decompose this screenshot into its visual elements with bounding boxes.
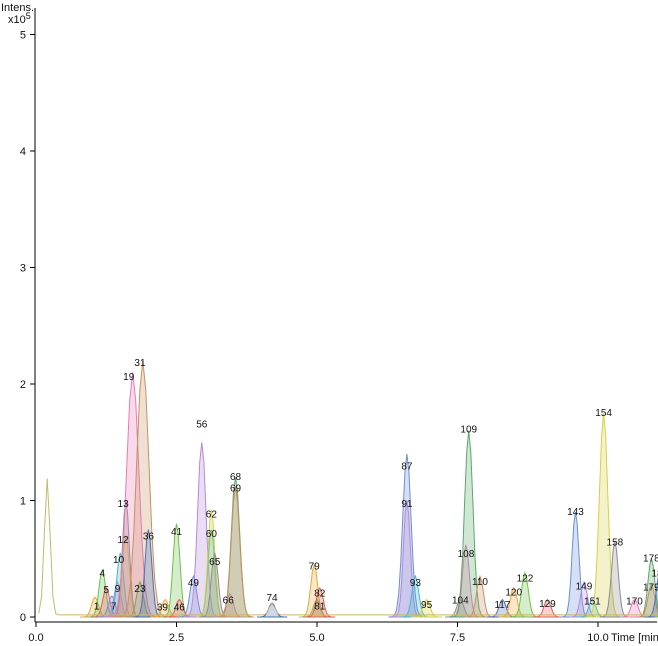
peak-label: 49 bbox=[188, 578, 200, 589]
peak-label: 170 bbox=[626, 597, 643, 608]
peak-label: 66 bbox=[223, 596, 235, 607]
peak-trace bbox=[450, 430, 488, 618]
peak-label: 13 bbox=[118, 499, 130, 510]
peak-label: 181 bbox=[651, 569, 658, 580]
peak-label: 95 bbox=[421, 600, 433, 611]
peak-label: 23 bbox=[134, 584, 146, 595]
baseline-trace bbox=[38, 478, 658, 616]
peak-label: 178 bbox=[643, 554, 658, 565]
x-ticks: 0.02.55.07.510.012.515.017.5 bbox=[28, 622, 609, 644]
peak-label: 10 bbox=[113, 555, 125, 566]
peak-label: 68 bbox=[230, 472, 242, 483]
x-tick-label: 2.5 bbox=[169, 632, 184, 644]
peak-trace bbox=[388, 453, 426, 618]
peak-label: 7 bbox=[111, 601, 117, 612]
peak-label: 158 bbox=[607, 537, 624, 548]
peak-traces bbox=[79, 360, 658, 618]
peak-label: 12 bbox=[118, 535, 130, 546]
y-tick-label: 2 bbox=[20, 379, 26, 391]
x-tick-label: 0.0 bbox=[28, 632, 43, 644]
peak-label: 104 bbox=[452, 596, 469, 607]
x-tick-label: 7.5 bbox=[450, 632, 465, 644]
peak-label: 93 bbox=[410, 578, 422, 589]
peak-labels: 1457910121319233136394146495660626566686… bbox=[94, 358, 658, 614]
peak-label: 46 bbox=[174, 603, 186, 614]
peak-trace bbox=[532, 598, 563, 618]
peak-label: 179 bbox=[643, 583, 658, 594]
peak-label: 143 bbox=[567, 507, 584, 518]
peak-trace bbox=[115, 360, 170, 618]
y-tick-label: 4 bbox=[20, 146, 26, 158]
peak-label: 5 bbox=[103, 585, 109, 596]
peak-label: 9 bbox=[115, 584, 121, 595]
peak-label: 120 bbox=[505, 587, 522, 598]
peak-label: 154 bbox=[595, 408, 612, 419]
peak-trace bbox=[636, 583, 658, 618]
peak-trace bbox=[585, 413, 623, 618]
peak-trace bbox=[304, 586, 335, 618]
y-tick-label: 0 bbox=[20, 612, 26, 624]
peak-label: 69 bbox=[230, 484, 242, 495]
y-ticks: 0 1 2 3 4 5 bbox=[20, 30, 35, 624]
peak-label: 74 bbox=[266, 593, 278, 604]
peak-label: 60 bbox=[206, 529, 218, 540]
x-tick-label: 5.0 bbox=[309, 632, 324, 644]
peak-label: 19 bbox=[123, 372, 135, 383]
peak-label: 41 bbox=[171, 527, 183, 538]
peak-label: 4 bbox=[100, 569, 106, 580]
peak-trace bbox=[411, 598, 442, 618]
peak-trace bbox=[655, 616, 658, 618]
peak-label: 79 bbox=[309, 562, 321, 573]
y-tick-label: 1 bbox=[20, 496, 26, 508]
peak-label: 117 bbox=[494, 600, 510, 611]
peak-trace bbox=[183, 442, 221, 618]
peak-label: 109 bbox=[460, 424, 477, 435]
peak-label: 91 bbox=[401, 499, 413, 510]
peak-label: 39 bbox=[157, 603, 169, 614]
peak-label: 82 bbox=[314, 589, 326, 600]
baseline-line bbox=[38, 478, 658, 616]
peak-label: 1 bbox=[94, 601, 100, 612]
peak-label: 87 bbox=[401, 462, 413, 473]
y-axis-multiplier: x105 bbox=[8, 11, 31, 26]
peak-label: 36 bbox=[143, 531, 155, 542]
y-tick-label: 3 bbox=[20, 263, 26, 275]
peak-label: 151 bbox=[584, 597, 601, 608]
peak-label: 110 bbox=[472, 577, 488, 588]
peak-label: 149 bbox=[576, 582, 593, 593]
x-tick-label: 10.0 bbox=[587, 632, 608, 644]
peak-trace bbox=[644, 576, 658, 618]
peak-label: 62 bbox=[206, 509, 218, 520]
y-tick-label: 5 bbox=[20, 30, 26, 42]
peak-label: 122 bbox=[517, 573, 534, 584]
y-axis-label: Intens. bbox=[1, 2, 34, 14]
peak-label: 65 bbox=[209, 557, 221, 568]
x-axis-label: Time [min] bbox=[611, 632, 658, 644]
peak-trace bbox=[105, 372, 160, 618]
peak-label: 129 bbox=[539, 599, 556, 610]
peak-label: 81 bbox=[314, 601, 326, 612]
peak-label: 31 bbox=[134, 358, 146, 369]
peak-label: 108 bbox=[458, 549, 475, 560]
peak-label: 56 bbox=[196, 420, 208, 431]
